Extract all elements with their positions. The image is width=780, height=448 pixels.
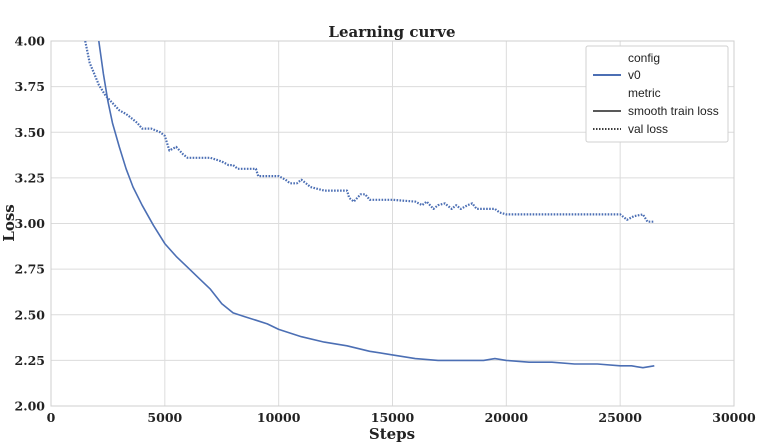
x-tick-label: 0 xyxy=(47,410,56,425)
legend-box xyxy=(585,45,729,143)
series-layer xyxy=(84,41,655,369)
y-axis-label: Loss xyxy=(0,204,18,241)
x-tick-label: 25000 xyxy=(598,410,642,425)
legend-header-config: config xyxy=(628,51,660,65)
y-tick-label: 2.25 xyxy=(15,353,45,368)
series-line-val-loss xyxy=(84,41,655,223)
legend: config v0 metric smooth train loss val l… xyxy=(585,45,729,143)
legend-entry-val-loss: val loss xyxy=(628,122,668,136)
x-axis-label: Steps xyxy=(369,425,415,443)
x-tick-label: 20000 xyxy=(485,410,529,425)
x-tick-label: 10000 xyxy=(257,410,301,425)
y-tick-label: 3.25 xyxy=(15,170,45,185)
series-line-smooth-train-loss xyxy=(98,41,655,369)
legend-entry-smooth-train-loss: smooth train loss xyxy=(628,104,719,118)
x-tick-label: 15000 xyxy=(371,410,415,425)
legend-entry-v0: v0 xyxy=(628,68,641,82)
x-tick-label: 30000 xyxy=(712,410,756,425)
y-tick-label: 2.75 xyxy=(15,262,45,277)
y-tick-label: 3.00 xyxy=(15,216,46,231)
x-tick-label: 5000 xyxy=(147,410,182,425)
chart-title: Learning curve xyxy=(328,23,455,41)
y-tick-label: 3.50 xyxy=(15,125,46,140)
legend-header-metric: metric xyxy=(628,86,661,100)
y-tick-label: 2.00 xyxy=(15,399,46,414)
y-tick-label: 4.00 xyxy=(15,34,46,49)
y-tick-label: 2.50 xyxy=(15,307,46,322)
tick-labels: 0 5000 10000 15000 20000 25000 30000 2.00 2.25 2.… xyxy=(15,34,756,426)
y-tick-label: 3.75 xyxy=(15,79,45,94)
plot-frame xyxy=(50,40,735,407)
